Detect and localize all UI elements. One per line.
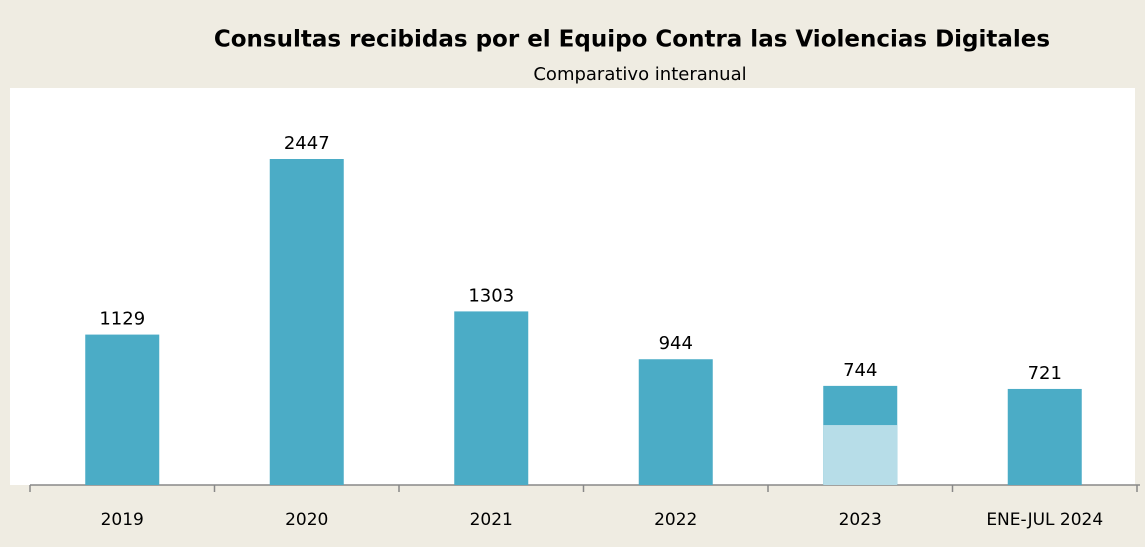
chart-subtitle: Comparativo interanual (533, 64, 746, 85)
bar (85, 334, 160, 485)
data-label: 2447 (284, 133, 330, 154)
bar (638, 359, 713, 485)
x-tick-label: 2023 (839, 510, 882, 530)
chart-title: Consultas recibidas por el Equipo Contra… (214, 27, 1050, 53)
plot-area (10, 88, 1135, 485)
data-label: 1303 (468, 285, 514, 306)
x-tick-label: 2019 (101, 510, 144, 530)
bar (454, 311, 529, 485)
bar (823, 425, 898, 485)
data-label: 1129 (99, 309, 145, 330)
data-label: 944 (659, 333, 693, 354)
x-tick-label: 2021 (470, 510, 513, 530)
data-label: 721 (1028, 363, 1062, 384)
x-tick-label: 2020 (285, 510, 328, 530)
bar (1007, 388, 1082, 485)
x-tick-label: 2022 (654, 510, 697, 530)
data-label: 744 (843, 360, 877, 381)
bar (269, 159, 344, 485)
x-tick-label: ENE-JUL 2024 (986, 510, 1103, 530)
